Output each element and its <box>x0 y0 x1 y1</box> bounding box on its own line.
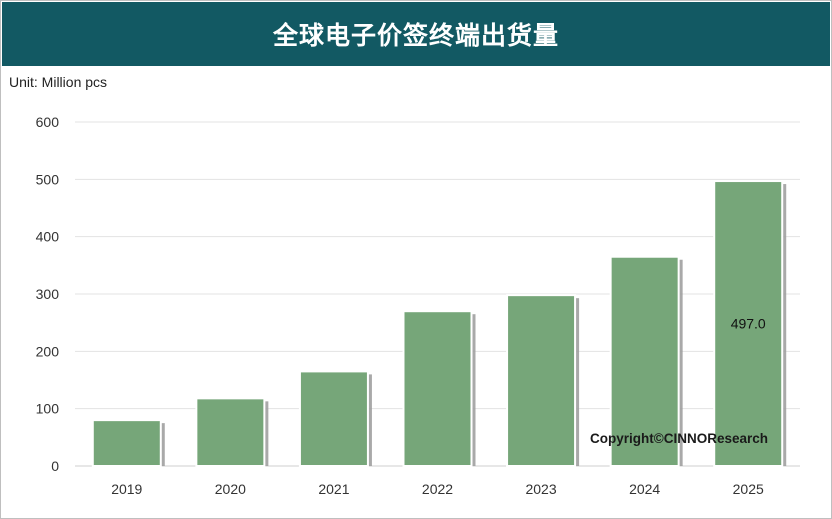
y-tick-label: 400 <box>36 229 60 245</box>
x-tick-label: 2023 <box>525 481 556 497</box>
chart-title: 全球电子价签终端出货量 <box>272 21 559 50</box>
x-tick-label: 2022 <box>422 481 453 497</box>
y-tick-label: 0 <box>51 458 59 474</box>
bar <box>298 370 369 467</box>
x-tick-label: 2024 <box>629 481 660 497</box>
x-tick-label: 2020 <box>215 481 246 497</box>
y-tick-label: 200 <box>36 343 60 359</box>
bar <box>402 310 473 468</box>
bar <box>713 180 784 467</box>
title-bar: 全球电子价签终端出货量 <box>2 2 830 66</box>
bar <box>195 397 266 468</box>
unit-label: Unit: Million pcs <box>9 74 108 90</box>
x-tick-label: 2025 <box>733 481 764 497</box>
bar <box>609 255 680 467</box>
y-tick-label: 300 <box>36 286 60 302</box>
y-tick-label: 500 <box>36 171 60 187</box>
y-axis-ticks: 0 100 200 300 400 500 600 <box>36 114 60 474</box>
y-tick-label: 100 <box>36 401 60 417</box>
copyright-text: Copyright©CINNOResearch <box>590 431 768 446</box>
bars <box>91 180 787 468</box>
x-tick-label: 2019 <box>111 481 142 497</box>
bar <box>91 419 162 467</box>
bar <box>506 294 577 467</box>
x-tick-label: 2021 <box>318 481 349 497</box>
data-label: 497.0 <box>731 316 766 332</box>
x-axis-ticks: 2019 2020 2021 2022 2023 2024 2025 <box>111 481 764 497</box>
y-tick-label: 600 <box>36 114 60 130</box>
data-labels: 497.0 <box>731 316 766 332</box>
